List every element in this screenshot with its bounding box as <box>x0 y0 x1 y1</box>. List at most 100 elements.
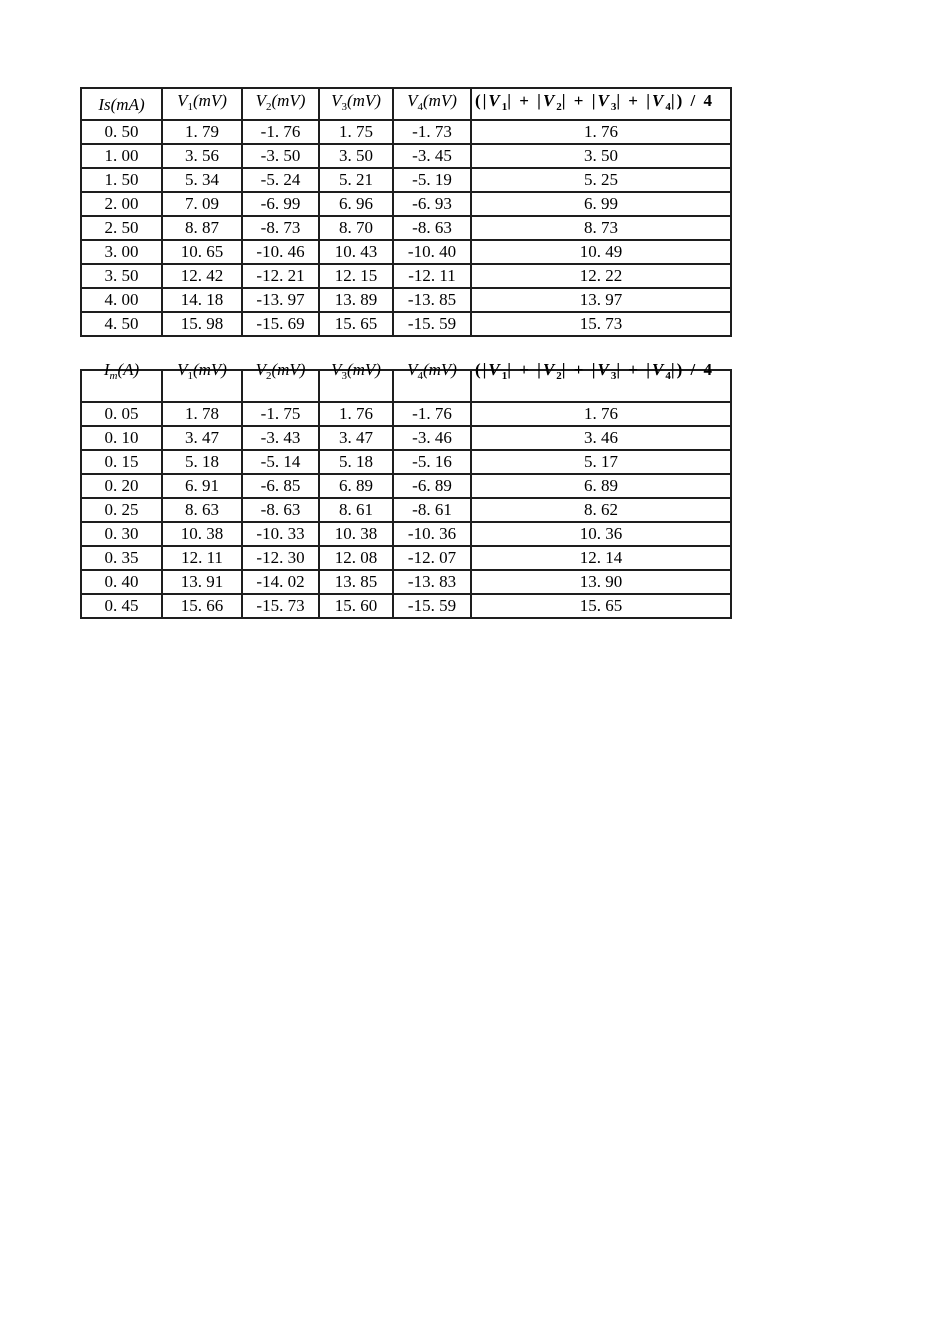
header-text: (|V1| + |V2| + |V3| + |V4|) / 4 <box>475 91 714 113</box>
header-text-segment: 4 <box>417 370 423 382</box>
table-cell: -8. 61 <box>392 497 472 523</box>
table-cell: -5. 19 <box>392 167 472 193</box>
table-cell: -10. 33 <box>241 521 320 547</box>
table-cell: 1. 75 <box>318 119 394 145</box>
header-text-segment: V <box>331 360 342 379</box>
table-cell: 15. 60 <box>318 593 394 619</box>
table-cell: 5. 18 <box>161 449 243 475</box>
column-header-cell: V2(mV) <box>241 87 320 121</box>
header-text-segment: V <box>177 91 188 110</box>
table-cell: -15. 69 <box>241 311 320 337</box>
table-row: 0. 20 6. 91 -6. 85 6. 89 -6. 89 6. 89 <box>80 473 732 499</box>
header-text-segment: 4 <box>665 101 671 113</box>
table-row: 0. 10 3. 47 -3. 43 3. 47 -3. 46 3. 46 <box>80 425 732 451</box>
table-cell: 5. 25 <box>470 167 732 193</box>
table-cell: 13. 85 <box>318 569 394 595</box>
table-cell: 0. 15 <box>80 449 163 475</box>
table-row: 0. 40 13. 91 -14. 02 13. 85 -13. 83 13. 90 <box>80 569 732 595</box>
table-row: 2. 00 7. 09 -6. 99 6. 96 -6. 93 6. 99 <box>80 191 732 217</box>
table-cell: 1. 76 <box>470 119 732 145</box>
header-text-segment: V <box>331 91 342 110</box>
table-cell: -12. 21 <box>241 263 320 289</box>
table-cell: 2. 00 <box>80 191 163 217</box>
table-row: 0. 15 5. 18 -5. 14 5. 18 -5. 16 5. 17 <box>80 449 732 475</box>
average-formula-header-cell: (|V1| + |V2| + |V3| + |V4|) / 4 <box>470 360 732 403</box>
header-text-segment: V <box>255 360 266 379</box>
header-text: V1(mV) <box>177 91 227 113</box>
table-cell: -5. 24 <box>241 167 320 193</box>
table-cell: -13. 97 <box>241 287 320 313</box>
table-cell: 3. 47 <box>318 425 394 451</box>
header-text-segment: (| <box>475 91 489 110</box>
header-text-segment: |) / 4 <box>670 91 714 110</box>
table-row: 0. 05 1. 78 -1. 75 1. 76 -1. 76 1. 76 <box>80 401 732 427</box>
table-cell: 15. 98 <box>161 311 243 337</box>
header-text: V4(mV) <box>407 91 457 113</box>
table-cell: 1. 76 <box>470 401 732 427</box>
table-cell: -3. 45 <box>392 143 472 169</box>
table-cell: -5. 16 <box>392 449 472 475</box>
header-text: V4(mV) <box>407 358 457 388</box>
table-cell: 15. 65 <box>470 593 732 619</box>
header-text-segment: (mV) <box>271 360 306 379</box>
table-cell: 6. 89 <box>470 473 732 499</box>
table-cell: 4. 50 <box>80 311 163 337</box>
table-cell: 6. 91 <box>161 473 243 499</box>
table-cell: -8. 73 <box>241 215 320 241</box>
table-body: 0. 05 1. 78 -1. 75 1. 76 -1. 76 1. 76 0. 10 3. … <box>80 401 732 619</box>
table-cell: 14. 18 <box>161 287 243 313</box>
table-cell: 3. 56 <box>161 143 243 169</box>
table-cell: -10. 36 <box>392 521 472 547</box>
header-text-segment: V <box>542 360 557 379</box>
table-cell: 10. 49 <box>470 239 732 265</box>
table-cell: 3. 00 <box>80 239 163 265</box>
table-cell: 1. 00 <box>80 143 163 169</box>
table-cell: 12. 15 <box>318 263 394 289</box>
table-row: 4. 50 15. 98 -15. 69 15. 65 -15. 59 15. 73 <box>80 311 732 337</box>
table-cell: -1. 76 <box>241 119 320 145</box>
column-header-cell: V1(mV) <box>161 87 243 121</box>
header-row: Im(A) V1(mV) V2(mV) V3(mV) V4(mV) (|V1| + |V2… <box>80 360 732 403</box>
header-text-segment: V <box>488 91 502 110</box>
table-cell: -15. 59 <box>392 593 472 619</box>
table-cell: 0. 20 <box>80 473 163 499</box>
table-cell: -3. 46 <box>392 425 472 451</box>
table-cell: -12. 11 <box>392 263 472 289</box>
header-text: Is(mA) <box>98 95 144 114</box>
header-text-segment: (mV) <box>422 91 457 110</box>
table-cell: 6. 96 <box>318 191 394 217</box>
table-cell: -6. 85 <box>241 473 320 499</box>
column-header-cell: V4(mV) <box>392 360 472 403</box>
table-cell: 10. 36 <box>470 521 732 547</box>
header-text-segment: V <box>177 360 188 379</box>
header-text: V2(mV) <box>255 91 306 113</box>
table-cell: -12. 30 <box>241 545 320 571</box>
header-text-segment: V <box>597 91 611 110</box>
header-text: V3(mV) <box>331 91 381 113</box>
table-cell: 12. 08 <box>318 545 394 571</box>
header-text-segment: V <box>597 360 611 379</box>
header-text-segment: 3 <box>610 101 617 113</box>
header-text-segment: V <box>255 91 266 110</box>
column-header-cell: V3(mV) <box>318 360 394 403</box>
header-text-segment: I <box>103 360 110 379</box>
table-cell: -6. 93 <box>392 191 472 217</box>
column-header-cell: Is(mA) <box>80 87 163 121</box>
header-text: (|V1| + |V2| + |V3| + |V4|) / 4 <box>475 358 714 388</box>
table-header: Is(mA) V1(mV) V2(mV) V3(mV) V4(mV) (|V1| + |V… <box>80 87 732 121</box>
table-cell: -1. 73 <box>392 119 472 145</box>
table-cell: 10. 43 <box>318 239 394 265</box>
table-cell: 12. 22 <box>470 263 732 289</box>
table-cell: 15. 73 <box>470 311 732 337</box>
header-text-segment: 1 <box>501 370 508 382</box>
header-text-segment: V <box>407 360 418 379</box>
header-text-segment: (| <box>475 360 489 379</box>
header-text-segment: | + | <box>507 91 543 110</box>
header-text-segment: (mV) <box>271 91 306 110</box>
header-text-segment: V <box>652 360 666 379</box>
table-cell: -1. 75 <box>241 401 320 427</box>
table-cell: 1. 79 <box>161 119 243 145</box>
header-text-segment: 3 <box>341 101 347 113</box>
table-cell: -3. 43 <box>241 425 320 451</box>
